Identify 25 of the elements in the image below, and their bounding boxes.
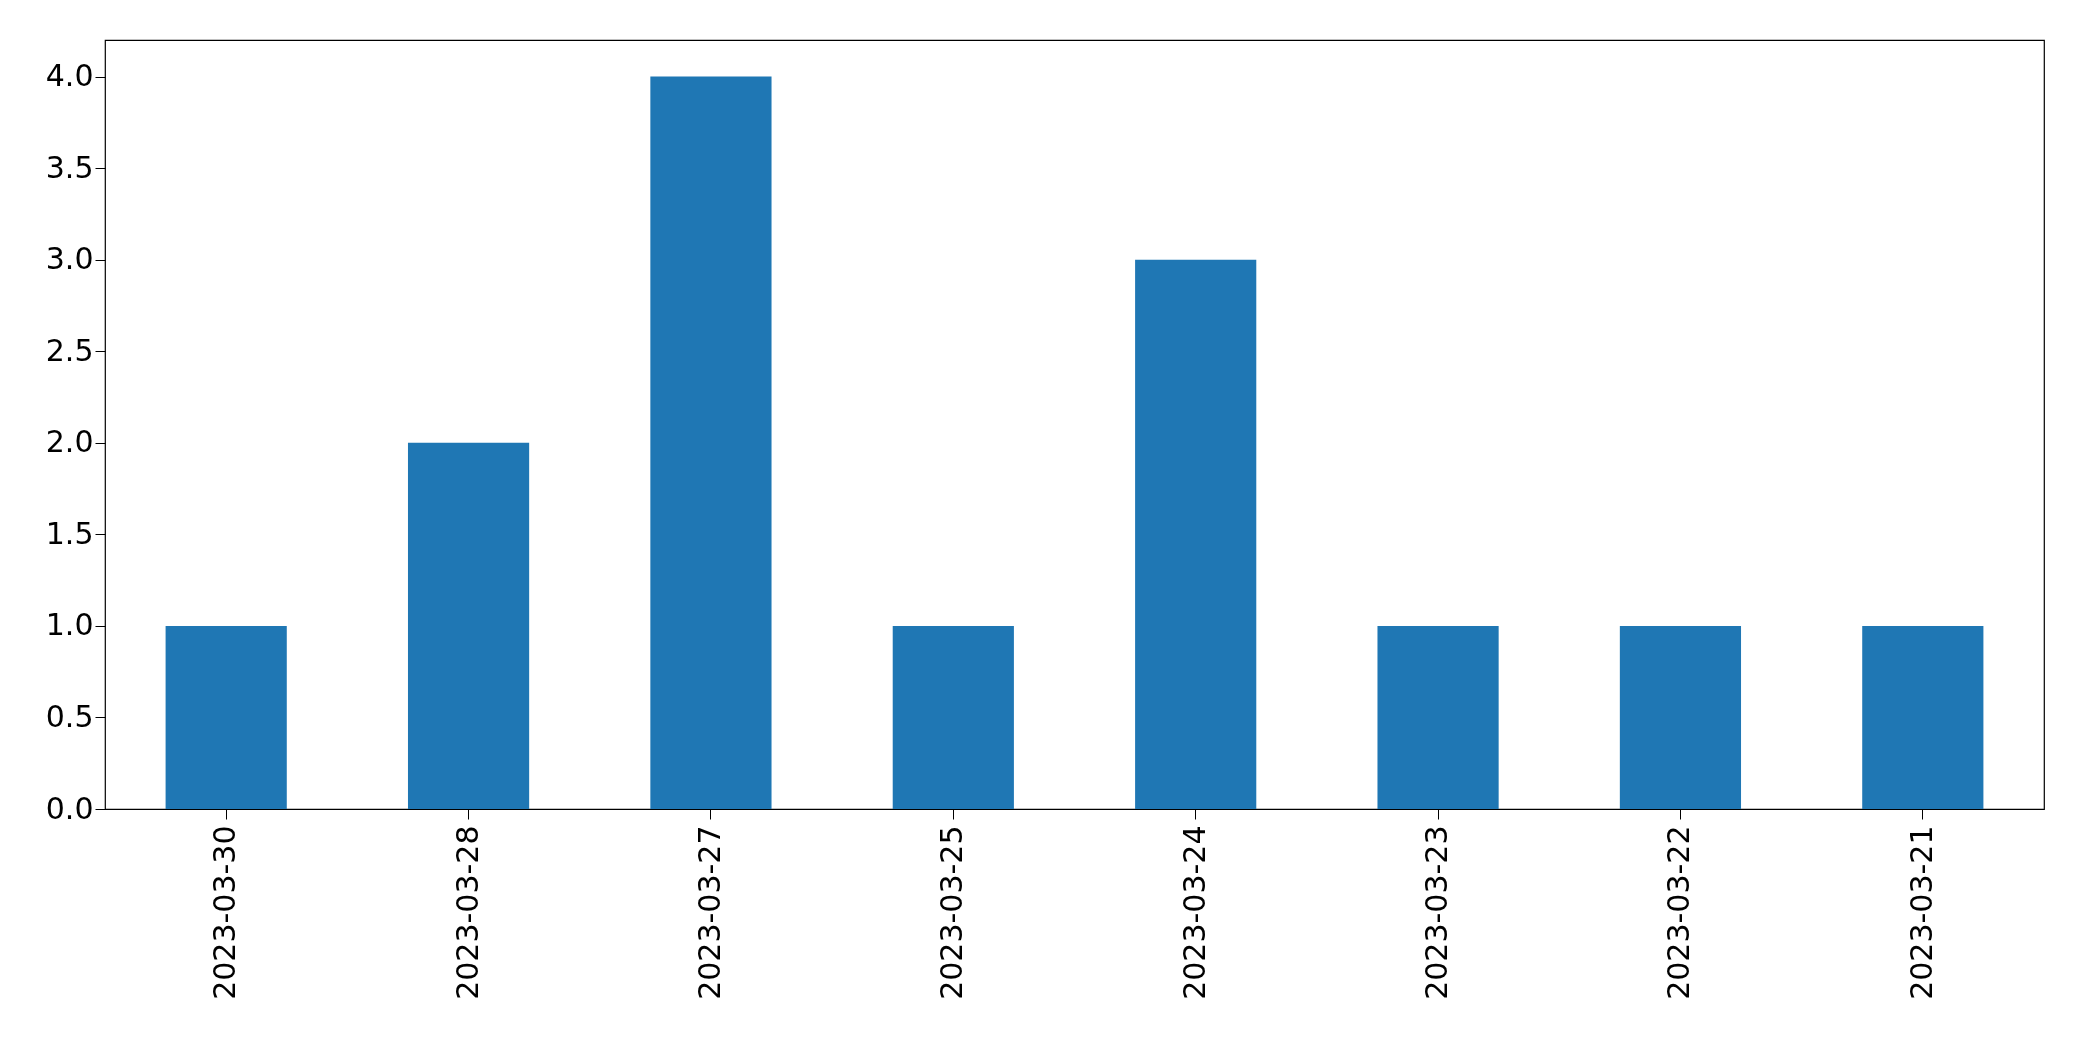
y-tick-label: 4.0 bbox=[45, 58, 94, 94]
bar bbox=[407, 442, 530, 809]
y-tick-label: 0.0 bbox=[45, 790, 94, 826]
bar bbox=[650, 76, 772, 809]
bar bbox=[165, 625, 287, 809]
y-tick-label: 3.5 bbox=[45, 149, 94, 185]
y-tick-label: 1.0 bbox=[45, 607, 94, 643]
x-tick-label: 2023-03-24 bbox=[1176, 825, 1212, 1000]
x-tick-label: 2023-03-22 bbox=[1661, 825, 1697, 1000]
x-tick-label: 2023-03-28 bbox=[449, 825, 485, 1000]
x-tick-label: 2023-03-25 bbox=[934, 825, 970, 1000]
y-tick-label: 0.5 bbox=[45, 698, 94, 734]
y-tick-label: 2.5 bbox=[45, 332, 94, 368]
y-tick-label: 3.0 bbox=[45, 241, 94, 277]
x-tick-label: 2023-03-23 bbox=[1419, 825, 1455, 1000]
bar bbox=[892, 625, 1014, 809]
bar bbox=[1862, 625, 1984, 809]
x-tick-label: 2023-03-21 bbox=[1903, 825, 1939, 1000]
y-tick-label: 1.5 bbox=[45, 515, 94, 551]
x-tick-label: 2023-03-30 bbox=[207, 825, 243, 1000]
bar bbox=[1377, 625, 1499, 809]
bar bbox=[1619, 625, 1742, 809]
y-tick-label: 2.0 bbox=[45, 424, 94, 460]
bar bbox=[1135, 259, 1257, 809]
x-tick-label: 2023-03-27 bbox=[691, 825, 727, 1000]
